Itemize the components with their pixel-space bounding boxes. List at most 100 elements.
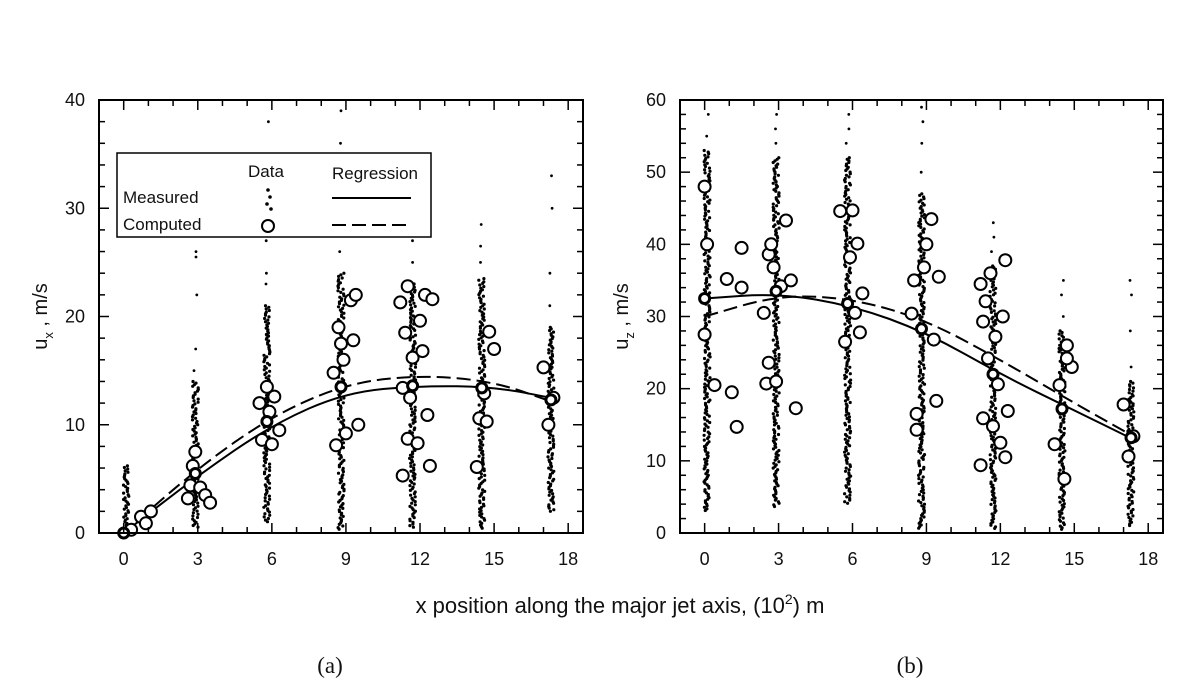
measured-point <box>481 453 485 457</box>
measured-point <box>342 271 346 275</box>
computed-point <box>998 450 1013 465</box>
measured-point <box>191 511 195 515</box>
regression-mean-center <box>409 382 417 390</box>
computed-point <box>761 355 776 370</box>
measured-point <box>546 450 551 454</box>
measured-point <box>702 148 706 153</box>
measured-point <box>917 200 921 204</box>
measured-point <box>408 519 412 523</box>
measured-point <box>844 186 848 190</box>
measured-point <box>480 515 484 519</box>
measured-point <box>481 408 485 412</box>
measured-point <box>413 495 417 499</box>
measured-point <box>410 501 414 505</box>
measured-point <box>917 499 921 503</box>
computed-point <box>729 419 744 434</box>
measured-point <box>843 180 847 184</box>
regression-mean-center <box>191 470 199 477</box>
measured-point <box>776 256 780 261</box>
computed-point <box>926 332 941 347</box>
measured-point <box>477 477 481 481</box>
measured-point <box>263 304 268 308</box>
measured-point <box>550 349 554 353</box>
computed-point <box>469 460 484 474</box>
computed-point <box>993 435 1008 450</box>
measured-point <box>843 383 847 387</box>
measured-point <box>845 477 849 481</box>
computed-point <box>420 408 435 422</box>
measured-point <box>409 325 413 329</box>
computed-point <box>983 266 998 281</box>
measured-point <box>1058 514 1062 519</box>
measured-point <box>773 498 778 502</box>
measured-point <box>263 316 267 321</box>
measured-point <box>481 341 485 345</box>
measured-point <box>708 275 712 279</box>
measured-point <box>411 314 415 318</box>
measured-point <box>708 169 712 173</box>
measured-point <box>848 349 852 353</box>
measured-point <box>917 395 921 399</box>
measured-point <box>703 481 707 485</box>
computed-point <box>917 260 931 275</box>
measured-point <box>412 301 416 305</box>
measured-point <box>1061 450 1065 455</box>
measured-point <box>706 497 710 501</box>
measured-point <box>339 290 343 294</box>
measured-point <box>707 209 711 213</box>
measured-point <box>922 363 926 367</box>
computed-point <box>919 237 934 252</box>
computed-point <box>334 336 348 351</box>
measured-point <box>918 446 922 450</box>
measured-point <box>1057 350 1061 354</box>
measured-point <box>917 374 921 378</box>
measured-point <box>478 333 482 337</box>
measured-point <box>408 300 412 304</box>
measured-point <box>481 281 485 285</box>
measured-point <box>989 405 993 409</box>
measured-point <box>919 489 923 493</box>
measured-point <box>845 428 849 432</box>
measured-point <box>409 424 413 428</box>
measured-point <box>265 520 270 524</box>
measured-point <box>775 157 779 161</box>
measured-point <box>1131 403 1135 408</box>
measured-point <box>991 410 995 414</box>
measured-point <box>704 265 708 269</box>
measured-point <box>990 285 994 289</box>
measured-point-outlier <box>479 261 482 264</box>
measured-point <box>990 347 994 351</box>
measured-point <box>338 481 342 485</box>
measured-point <box>547 506 551 510</box>
measured-point <box>705 286 709 290</box>
measured-point <box>478 371 482 375</box>
computed-point <box>1059 351 1074 366</box>
measured-point <box>411 525 415 529</box>
measured-point <box>1062 442 1066 447</box>
measured-point <box>922 502 927 506</box>
measured-point-outlier <box>339 109 343 113</box>
computed-point <box>907 273 922 288</box>
measured-point <box>772 218 776 222</box>
measured-point <box>547 466 551 470</box>
measured-point <box>483 518 487 522</box>
measured-point <box>918 334 922 338</box>
measured-point-outlier <box>194 347 198 351</box>
measured-point <box>845 234 849 238</box>
measured-point <box>772 504 777 509</box>
measured-point-outlier <box>192 369 196 372</box>
measured-point <box>777 194 781 198</box>
measured-point <box>1061 516 1065 520</box>
measured-point <box>1127 421 1131 425</box>
measured-point <box>262 451 266 455</box>
measured-point <box>263 499 267 503</box>
measured-point <box>847 160 851 165</box>
measured-point <box>703 153 707 157</box>
measured-point-outlier <box>479 223 483 226</box>
measured-point <box>268 462 272 466</box>
measured-point <box>847 290 851 294</box>
measured-point <box>190 405 195 409</box>
measured-point <box>413 333 418 337</box>
measured-point <box>774 210 778 214</box>
computed-point <box>272 423 287 438</box>
